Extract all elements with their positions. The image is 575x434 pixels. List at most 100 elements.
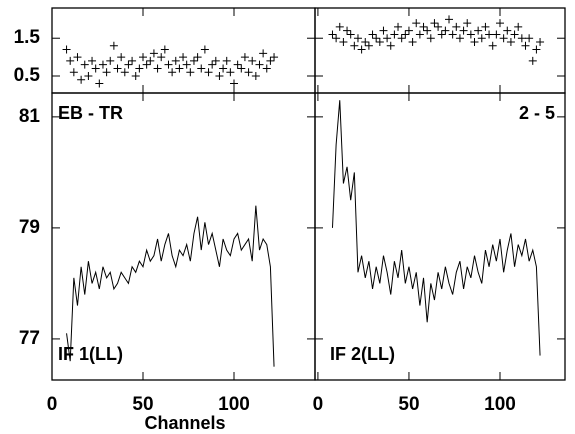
point (146, 56, 155, 65)
point (226, 68, 235, 77)
point (415, 30, 424, 39)
point (211, 56, 220, 65)
point (386, 41, 395, 50)
point (120, 68, 129, 77)
annotation: IF 1(LL) (58, 344, 123, 364)
point (361, 38, 370, 46)
point (62, 45, 71, 54)
y-tick-label: 0.5 (14, 65, 41, 86)
point (394, 22, 403, 31)
point (485, 30, 494, 39)
point (375, 38, 384, 46)
point (80, 60, 89, 69)
point (346, 30, 355, 39)
point (495, 19, 504, 28)
point (91, 64, 100, 73)
point (135, 64, 144, 73)
point (153, 64, 162, 73)
point (481, 22, 490, 31)
spectrum-line (66, 205, 275, 367)
x-tick-label: 50 (398, 394, 419, 415)
point (259, 49, 268, 58)
point (434, 22, 443, 31)
point (208, 60, 217, 69)
y-tick-label: 81 (19, 106, 41, 127)
y-tick-label: 1.5 (14, 27, 41, 48)
point (383, 34, 392, 43)
x-tick-label: 100 (218, 394, 250, 415)
x-tick-label: 0 (313, 394, 324, 415)
point (521, 41, 530, 50)
point (463, 19, 472, 28)
point (499, 34, 508, 43)
point (350, 41, 359, 50)
annotation: IF 2(LL) (330, 344, 395, 364)
point (270, 53, 279, 62)
point (189, 56, 198, 65)
point (222, 56, 231, 65)
point (423, 26, 432, 35)
point (179, 53, 188, 62)
point (168, 68, 177, 77)
point (204, 68, 213, 77)
point (437, 30, 446, 39)
panel-frame (314, 92, 566, 381)
point (193, 53, 202, 62)
point (419, 22, 428, 31)
point (160, 45, 169, 54)
point (474, 26, 483, 35)
point (525, 34, 534, 43)
point (139, 53, 148, 62)
point (368, 30, 377, 39)
annotation: 2 - 5 (519, 103, 555, 123)
point (412, 19, 421, 28)
point (510, 30, 519, 39)
point (244, 68, 253, 77)
point (171, 56, 180, 65)
point (339, 38, 348, 46)
point (343, 26, 352, 35)
panel-frame (51, 7, 316, 94)
point (197, 64, 206, 73)
point (448, 30, 457, 39)
point (200, 45, 209, 54)
point (492, 30, 501, 39)
point (335, 22, 344, 31)
point (131, 72, 140, 80)
point (186, 68, 195, 77)
point (470, 38, 479, 46)
point (536, 38, 545, 46)
panel-frame (314, 7, 566, 94)
x-tick-label: 50 (132, 394, 153, 415)
point (230, 79, 239, 88)
point (262, 64, 271, 73)
point (401, 30, 410, 39)
x-tick-label: 100 (484, 394, 516, 415)
point (372, 34, 381, 43)
point (503, 26, 512, 35)
point (506, 38, 515, 46)
point (430, 19, 439, 28)
point (455, 34, 464, 43)
point (142, 60, 151, 69)
point (219, 64, 228, 73)
point (157, 53, 166, 62)
y-tick-label: 77 (19, 328, 40, 349)
point (452, 22, 461, 31)
point (364, 41, 373, 50)
point (73, 53, 82, 62)
annotation: EB - TR (58, 103, 123, 123)
x-tick-label: 0 (47, 394, 58, 415)
point (109, 41, 118, 50)
y-tick-label: 79 (19, 217, 40, 238)
point (182, 60, 191, 69)
point (240, 53, 249, 62)
point (466, 30, 475, 39)
point (117, 53, 126, 62)
point (98, 60, 107, 69)
point (379, 26, 388, 35)
point (408, 38, 417, 46)
point (164, 60, 173, 69)
point (528, 56, 537, 65)
